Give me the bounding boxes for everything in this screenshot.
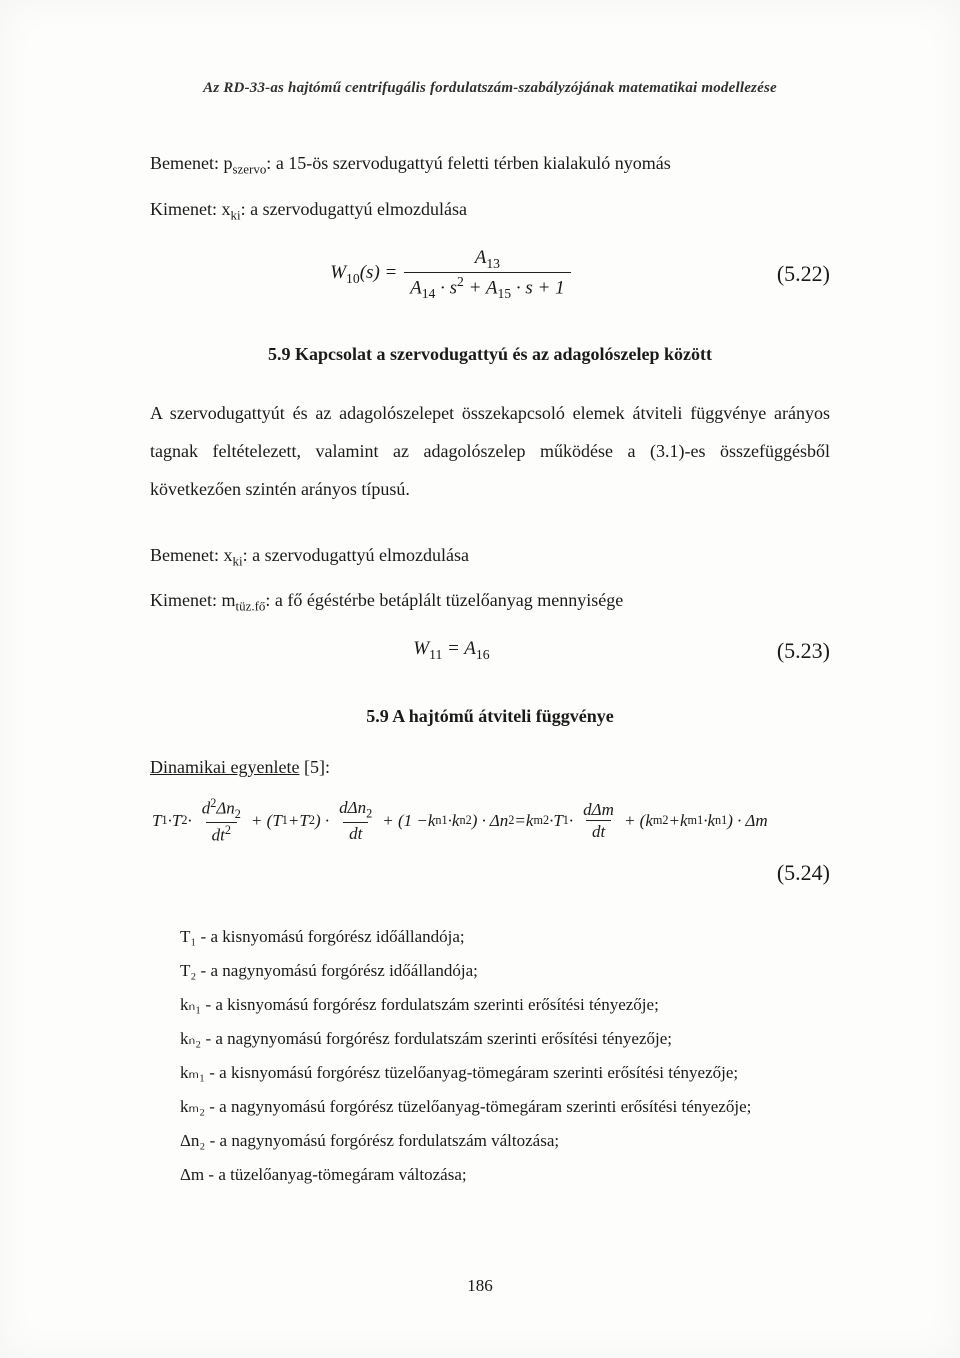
output-label: Kimenet: xyxy=(150,590,217,610)
def-item: kₙ₁ - a kisnyomású forgórész fordulatszá… xyxy=(180,988,830,1022)
def-item: kₙ₂ - a nagynyomású forgórész fordulatsz… xyxy=(180,1022,830,1056)
output-text: a szervodugattyú elmozdulása xyxy=(250,199,467,219)
paragraph-5-9a: A szervodugattyút és az adagolószelepet … xyxy=(150,395,830,508)
input-text: a szervodugattyú elmozdulása xyxy=(252,545,469,565)
input-line-1: Bemenet: pszervo: a 15-ös szervodugattyú… xyxy=(150,145,830,183)
output-line-2: Kimenet: mtüz.fő: a fő égéstérbe betáplá… xyxy=(150,582,830,620)
equation-5-24-expr: T1 · T2 · d2Δn2 dt2 + (T1 + T2) · dΔn2 d… xyxy=(150,796,830,846)
io-block-2: Bemenet: xki: a szervodugattyú elmozdulá… xyxy=(150,537,830,620)
def-item: T₂ - a nagynyomású forgórész időállandój… xyxy=(180,954,830,988)
output-text: a fő égéstérbe betáplált tüzelőanyag men… xyxy=(275,590,623,610)
input-symbol: xki: xyxy=(223,545,247,565)
def-item: Δn₂ - a nagynyomású forgórész fordulatsz… xyxy=(180,1124,830,1158)
equation-5-22-expr: W10(s) = A13 A14 · s2 + A15 · s + 1 xyxy=(150,246,753,302)
dynamic-eq-label: Dinamikai egyenlete [5]: xyxy=(150,757,830,778)
equation-5-23: W11 = A16 (5.23) xyxy=(150,638,830,664)
def-item: Δm - a tüzelőanyag-tömegáram változása; xyxy=(180,1158,830,1192)
def-item: kₘ₂ - a nagynyomású forgórész tüzelőanya… xyxy=(180,1090,830,1124)
equation-5-23-expr: W11 = A16 xyxy=(150,638,753,663)
input-text: a 15-ös szervodugattyú feletti térben ki… xyxy=(276,153,671,173)
output-label: Kimenet: xyxy=(150,199,217,219)
page-number: 186 xyxy=(0,1276,960,1296)
output-symbol: mtüz.fő: xyxy=(221,590,270,610)
section-title-5-9a: 5.9 Kapcsolat a szervodugattyú és az ada… xyxy=(150,344,830,365)
equation-5-22: W10(s) = A13 A14 · s2 + A15 · s + 1 (5.2… xyxy=(150,246,830,302)
input-symbol: pszervo: xyxy=(223,153,271,173)
input-label: Bemenet: xyxy=(150,153,219,173)
definition-list: T₁ - a kisnyomású forgórész időállandója… xyxy=(150,920,830,1192)
input-label: Bemenet: xyxy=(150,545,219,565)
def-item: kₘ₁ - a kisnyomású forgórész tüzelőanyag… xyxy=(180,1056,830,1090)
output-line-1: Kimenet: xki: a szervodugattyú elmozdulá… xyxy=(150,191,830,229)
dyn-label-text: Dinamikai egyenlete xyxy=(150,757,299,777)
output-symbol: xki: xyxy=(221,199,245,219)
io-block-1: Bemenet: pszervo: a 15-ös szervodugattyú… xyxy=(150,145,830,228)
page: Az RD-33-as hajtómű centrifugális fordul… xyxy=(0,0,960,1358)
input-line-2: Bemenet: xki: a szervodugattyú elmozdulá… xyxy=(150,537,830,575)
equation-number-5-23: (5.23) xyxy=(753,638,830,664)
section-title-5-9b: 5.9 A hajtómű átviteli függvénye xyxy=(150,706,830,727)
equation-number-5-24: (5.24) xyxy=(150,860,830,886)
dyn-ref: [5]: xyxy=(299,757,330,777)
equation-number-5-22: (5.22) xyxy=(753,261,830,287)
running-header: Az RD-33-as hajtómű centrifugális fordul… xyxy=(150,80,830,97)
def-item: T₁ - a kisnyomású forgórész időállandója… xyxy=(180,920,830,954)
